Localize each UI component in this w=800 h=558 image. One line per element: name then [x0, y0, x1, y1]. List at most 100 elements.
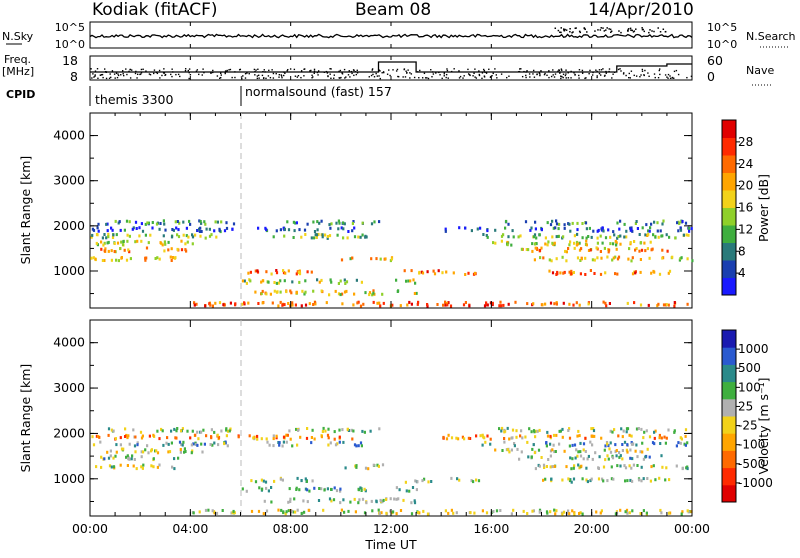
nave-dot	[483, 75, 486, 77]
data-cell	[527, 455, 530, 459]
data-cell	[326, 235, 329, 238]
data-cell	[352, 303, 355, 307]
data-cell	[449, 304, 453, 308]
data-cell	[614, 512, 617, 516]
nave-dot	[309, 70, 311, 72]
data-cell	[361, 429, 364, 433]
nave-dot	[518, 70, 521, 73]
data-cell	[306, 427, 309, 430]
nave-dot	[592, 71, 594, 74]
data-cell	[639, 512, 642, 515]
data-cell	[126, 464, 129, 467]
data-cell	[200, 430, 203, 434]
data-cell	[581, 477, 584, 481]
data-cell	[325, 301, 328, 305]
data-cell	[555, 302, 558, 306]
data-cell	[291, 303, 294, 307]
data-cell	[597, 477, 601, 481]
nave-dot	[129, 77, 132, 79]
data-cell	[330, 499, 333, 503]
nave-dot	[297, 75, 300, 77]
nave-dot	[333, 74, 336, 76]
y-tick-label: 4000	[53, 128, 85, 143]
data-cell	[353, 235, 357, 239]
data-cell	[648, 435, 652, 439]
data-cell	[158, 227, 161, 231]
data-cell	[305, 436, 309, 440]
data-cell	[464, 273, 467, 276]
nave-dot	[240, 76, 243, 78]
nave-dot	[445, 76, 447, 79]
data-cell	[610, 477, 613, 481]
nave-dot	[126, 73, 128, 76]
data-cell	[296, 508, 299, 512]
data-cell	[303, 510, 306, 514]
data-cell	[377, 508, 380, 512]
data-cell	[642, 436, 645, 440]
nave-dot	[635, 75, 638, 77]
data-cell	[405, 489, 408, 493]
data-cell	[399, 304, 402, 308]
data-cell	[611, 430, 614, 434]
data-cell	[144, 233, 147, 237]
data-cell	[661, 256, 664, 260]
nave-dot	[122, 74, 125, 77]
nave-dot	[517, 71, 520, 73]
data-cell	[647, 232, 650, 236]
nave-dot	[375, 72, 377, 75]
nave-dot	[134, 72, 137, 75]
data-cell	[305, 479, 308, 483]
nave-dot	[159, 77, 161, 79]
data-cell	[283, 227, 286, 231]
nave-dot	[405, 70, 407, 72]
data-cell	[134, 450, 137, 454]
data-cell	[270, 272, 273, 276]
data-cell	[256, 434, 259, 438]
data-cell	[138, 234, 141, 238]
nave-dot	[474, 76, 476, 78]
data-cell	[470, 479, 473, 483]
nave-dot	[105, 71, 108, 73]
colorbar-swatch	[722, 242, 736, 261]
data-cell	[324, 233, 327, 237]
nave-dot	[664, 74, 667, 76]
data-cell	[372, 291, 375, 295]
data-cell	[515, 435, 518, 439]
data-cell	[163, 240, 166, 244]
data-cell	[586, 480, 589, 484]
nave-dot	[690, 75, 693, 78]
colorbar-tick-label: 25	[738, 399, 753, 413]
data-cell	[282, 271, 286, 275]
data-cell	[103, 249, 106, 253]
data-cell	[551, 448, 554, 452]
data-cell	[195, 302, 198, 306]
data-cell	[510, 448, 513, 452]
nave-dot	[109, 73, 111, 75]
data-cell	[176, 233, 179, 237]
data-cell	[399, 509, 403, 512]
data-cell	[596, 236, 599, 240]
nave-dot	[92, 73, 94, 75]
data-cell	[225, 221, 228, 225]
data-cell	[359, 441, 363, 445]
data-cell	[290, 291, 293, 295]
data-cell	[658, 433, 661, 437]
data-cell	[304, 279, 307, 283]
data-cell	[494, 228, 497, 232]
data-cell	[567, 429, 570, 432]
data-cell	[185, 234, 188, 238]
data-cell	[531, 509, 534, 513]
velocity-panel-frame	[89, 319, 693, 517]
data-cell	[410, 269, 413, 273]
data-cell	[531, 447, 534, 451]
data-cell	[580, 257, 583, 261]
nave-dot	[91, 77, 93, 79]
data-cell	[170, 441, 173, 445]
data-cell	[591, 443, 594, 447]
nave-dot	[532, 73, 534, 75]
data-cell	[141, 466, 144, 470]
data-cell	[282, 510, 285, 514]
data-cell	[132, 428, 135, 432]
nave-dot	[484, 71, 486, 73]
data-cell	[533, 233, 537, 237]
